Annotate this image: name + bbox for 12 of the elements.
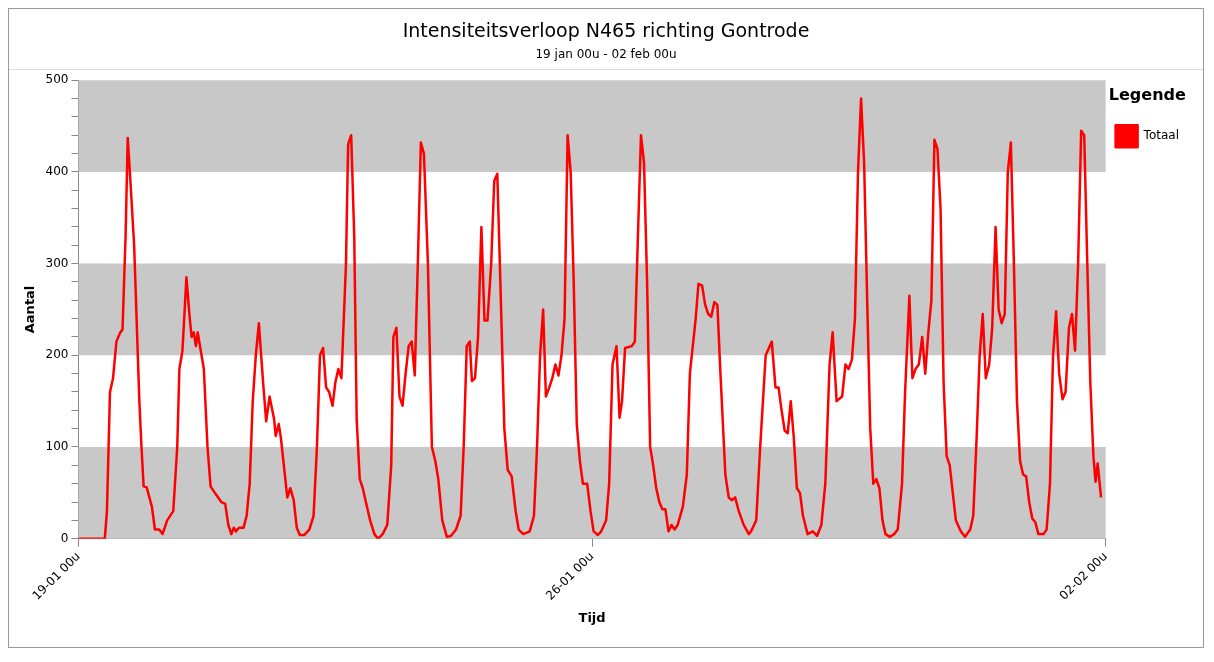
chart-title: Intensiteitsverloop N465 richting Gontrode — [401, 19, 811, 41]
y-tick-label: 0 — [60, 530, 69, 545]
legend-title: Legende — [1108, 85, 1186, 105]
chart-subtitle: 19 jan 00u - 02 feb 00u — [534, 47, 678, 61]
y-tick-label: 200 — [45, 347, 69, 362]
y-tick-label: 300 — [45, 255, 69, 270]
y-tick-label: 100 — [45, 439, 69, 454]
y-axis-title: Aantal — [22, 285, 38, 334]
y-tick-label: 500 — [45, 72, 69, 87]
legend-label: Totaal — [1142, 128, 1180, 143]
y-tick-label: 400 — [45, 164, 69, 179]
x-axis-title: Tijd — [578, 609, 606, 625]
